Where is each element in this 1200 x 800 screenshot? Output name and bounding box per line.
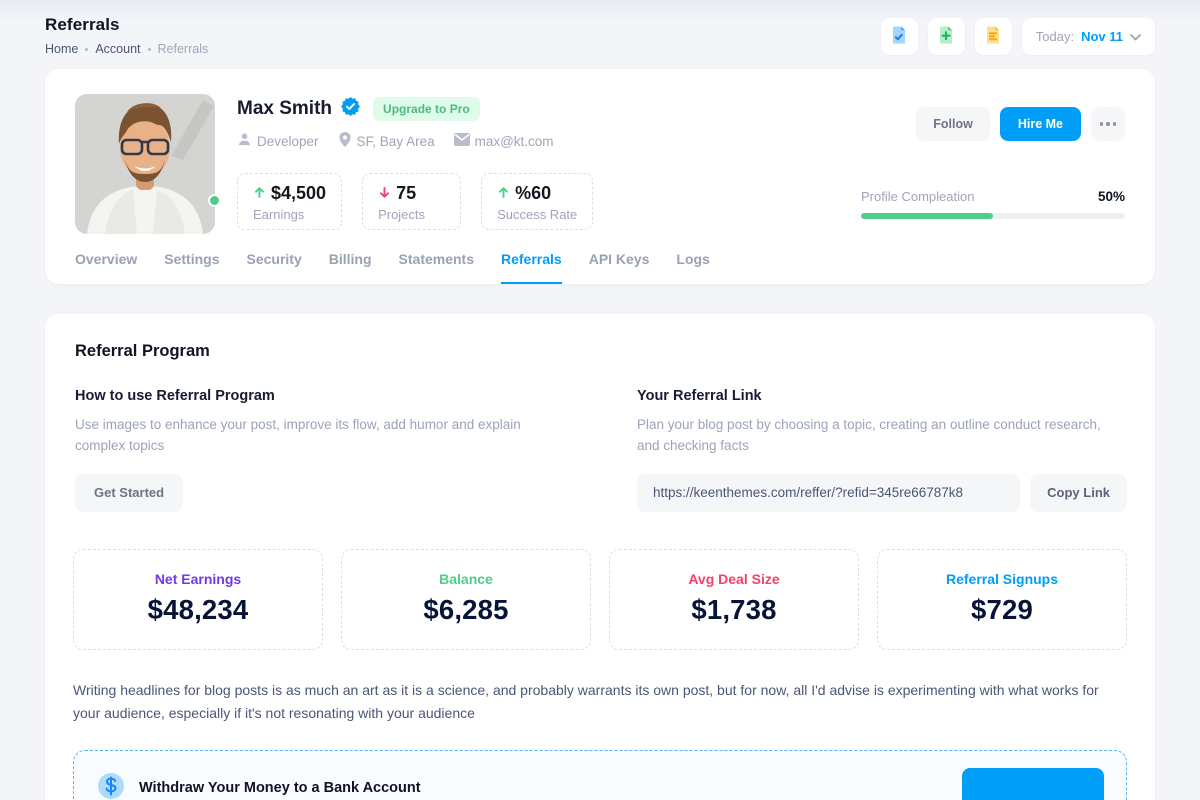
profile-completion: Profile Compleation 50%: [861, 189, 1125, 219]
progress-label: Profile Compleation: [861, 189, 975, 204]
tab-referrals[interactable]: Referrals: [501, 251, 562, 284]
breadcrumb: Home Account Referrals: [45, 42, 208, 56]
arrow-up-icon: [497, 183, 510, 204]
tab-security[interactable]: Security: [246, 251, 302, 267]
file-check-icon: [889, 25, 909, 48]
arrow-down-icon: [378, 183, 391, 204]
online-status-dot: [208, 194, 221, 207]
referral-metrics: Net Earnings $48,234 Balance $6,285 Avg …: [73, 548, 1127, 650]
referral-program-card: Referral Program How to use Referral Pro…: [45, 314, 1155, 800]
stat-success-rate: %60 Success Rate: [481, 173, 594, 230]
user-name: Max Smith: [237, 98, 333, 119]
location-pin-icon: [338, 132, 352, 150]
metric-net-earnings: Net Earnings $48,234: [73, 548, 323, 650]
upgrade-pro-badge[interactable]: Upgrade to Pro: [373, 97, 480, 121]
meta-email: max@kt.com: [453, 133, 554, 149]
date-label: Today:: [1035, 29, 1075, 44]
referral-link-input[interactable]: [637, 473, 1021, 512]
tab-logs[interactable]: Logs: [676, 251, 710, 267]
copy-link-button[interactable]: Copy Link: [1030, 473, 1127, 512]
page-title: Referrals: [45, 15, 120, 34]
how-to-section: How to use Referral Program Use images t…: [75, 388, 565, 512]
withdraw-button[interactable]: [962, 768, 1104, 800]
avatar: [75, 94, 221, 234]
metric-referral-signups: Referral Signups $729: [877, 548, 1127, 650]
dollar-coin-icon: [96, 771, 126, 800]
breadcrumb-current: Referrals: [157, 42, 209, 56]
progress-bar: [861, 213, 1125, 219]
withdraw-notice: Withdraw Your Money to a Bank Account: [73, 750, 1127, 800]
file-lines-icon: [983, 25, 1003, 48]
breadcrumb-separator: [85, 47, 89, 51]
profile-tabs: Overview Settings Security Billing State…: [75, 251, 1125, 284]
progress-value: 50%: [1097, 189, 1125, 204]
hire-me-button[interactable]: Hire Me: [999, 107, 1081, 141]
how-to-heading: How to use Referral Program: [75, 388, 275, 404]
toolbar: Today: Nov 11: [880, 18, 1155, 55]
date-value: Nov 11: [1081, 29, 1123, 44]
file-check-button[interactable]: [880, 18, 918, 55]
progress-fill: [861, 213, 993, 219]
tab-api-keys[interactable]: API Keys: [588, 251, 650, 267]
page-header: Referrals Home Account Referrals: [45, 0, 1155, 56]
withdraw-title: Withdraw Your Money to a Bank Account: [139, 780, 421, 797]
meta-location: SF, Bay Area: [338, 132, 435, 150]
get-started-button[interactable]: Get Started: [75, 473, 184, 512]
referral-link-heading: Your Referral Link: [637, 388, 762, 404]
profile-card: Max Smith Upgrade to Pro Developer SF, B…: [45, 69, 1155, 284]
metric-balance: Balance $6,285: [341, 548, 591, 650]
card-title: Referral Program: [75, 342, 210, 360]
user-icon: [237, 132, 252, 150]
mail-icon: [453, 133, 470, 149]
how-to-text: Use images to enhance your post, improve…: [75, 417, 521, 453]
profile-stats: $4,500 Earnings 75 Projects: [237, 173, 839, 230]
referral-link-section: Your Referral Link Plan your blog post b…: [637, 388, 1127, 512]
breadcrumb-separator: [147, 47, 151, 51]
stat-projects: 75 Projects: [362, 173, 462, 230]
tab-statements[interactable]: Statements: [398, 251, 474, 267]
file-plus-button[interactable]: [927, 18, 965, 55]
tab-overview[interactable]: Overview: [75, 251, 138, 267]
tab-billing[interactable]: Billing: [328, 251, 372, 267]
chevron-down-icon: [1130, 29, 1141, 44]
follow-button[interactable]: Follow: [916, 107, 990, 141]
tab-settings[interactable]: Settings: [164, 251, 220, 267]
page-header-left: Referrals Home Account Referrals: [45, 15, 208, 56]
verified-badge-icon: [341, 97, 361, 121]
arrow-up-icon: [253, 183, 266, 204]
stat-earnings: $4,500 Earnings: [237, 173, 343, 230]
more-options-button[interactable]: [1091, 107, 1125, 141]
file-lines-button[interactable]: [974, 18, 1012, 55]
referral-link-text: Plan your blog post by choosing a topic,…: [637, 417, 1101, 453]
breadcrumb-account[interactable]: Account: [95, 42, 141, 56]
metric-avg-deal-size: Avg Deal Size $1,738: [609, 548, 859, 650]
date-picker-button[interactable]: Today: Nov 11: [1021, 18, 1155, 55]
referral-note: Writing headlines for blog posts is as m…: [73, 681, 1099, 721]
meta-role: Developer: [237, 132, 319, 150]
breadcrumb-home[interactable]: Home: [45, 42, 79, 56]
file-plus-icon: [936, 25, 956, 48]
